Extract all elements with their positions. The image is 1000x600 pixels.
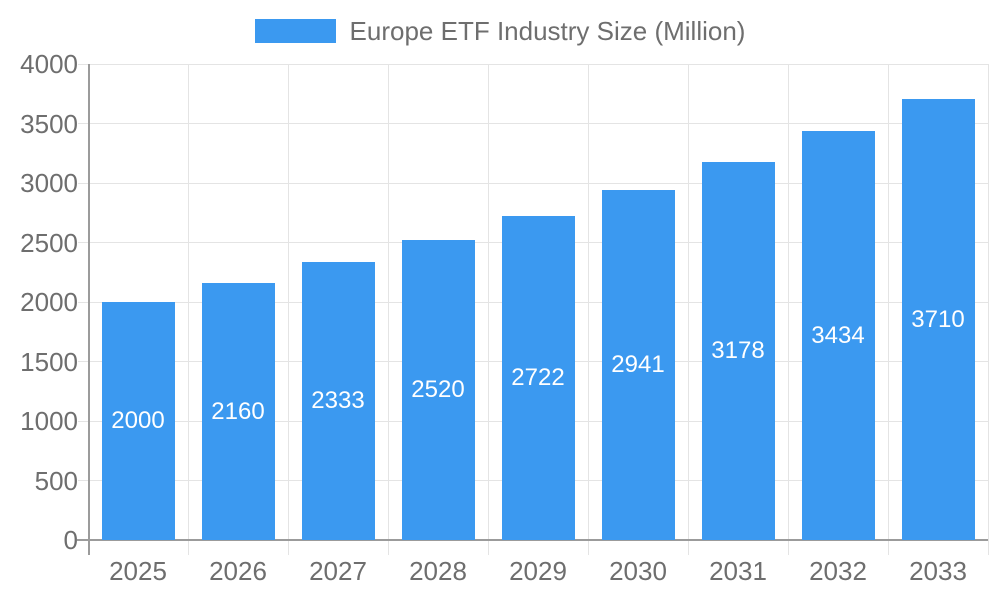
v-gridline bbox=[587, 64, 589, 540]
y-axis-tick bbox=[78, 361, 88, 362]
x-axis-tick bbox=[187, 540, 189, 555]
x-axis-label: 2030 bbox=[609, 556, 667, 586]
y-axis-tick bbox=[78, 420, 88, 422]
y-axis-label: 1500 bbox=[20, 346, 78, 377]
x-axis-tick bbox=[487, 540, 489, 555]
v-gridline bbox=[287, 64, 289, 540]
bar[interactable]: 2160 bbox=[201, 283, 275, 540]
bar-value-label: 3178 bbox=[711, 337, 765, 364]
y-axis-label: 3000 bbox=[20, 168, 78, 198]
y-axis-tick bbox=[78, 63, 88, 65]
y-axis-label: 3500 bbox=[20, 108, 78, 139]
v-gridline bbox=[187, 64, 189, 540]
x-axis-baseline bbox=[77, 539, 988, 541]
h-gridline bbox=[88, 63, 988, 65]
x-axis-tick bbox=[987, 540, 989, 555]
y-axis-tick bbox=[78, 242, 88, 243]
bar[interactable]: 2520 bbox=[401, 240, 475, 540]
h-gridline bbox=[88, 182, 988, 184]
v-gridline bbox=[887, 64, 889, 540]
y-axis-tick bbox=[78, 480, 88, 481]
v-gridline bbox=[687, 64, 689, 540]
y-axis-label: 2500 bbox=[20, 227, 78, 258]
bar[interactable]: 2722 bbox=[501, 216, 575, 540]
v-gridline bbox=[487, 64, 489, 540]
h-gridline bbox=[88, 123, 988, 124]
x-axis-tick bbox=[887, 540, 889, 555]
x-axis-label: 2026 bbox=[209, 556, 267, 586]
y-axis-tick bbox=[78, 123, 88, 124]
x-axis-label: 2033 bbox=[909, 556, 967, 586]
bar[interactable]: 2333 bbox=[301, 262, 375, 540]
x-axis-label: 2029 bbox=[509, 556, 567, 586]
x-axis-label: 2028 bbox=[409, 556, 467, 586]
bar-value-label: 2160 bbox=[211, 397, 265, 425]
y-axis-tick bbox=[78, 182, 88, 184]
bar-value-label: 2520 bbox=[411, 376, 465, 403]
y-axis-label: 0 bbox=[63, 525, 78, 555]
y-axis-line bbox=[88, 64, 90, 555]
y-axis-label: 1000 bbox=[20, 406, 78, 436]
bar-value-label: 2333 bbox=[311, 387, 365, 414]
legend-swatch bbox=[254, 19, 336, 43]
y-axis-label: 500 bbox=[34, 465, 78, 496]
bar-value-label: 2000 bbox=[111, 407, 165, 434]
bar-value-label: 2722 bbox=[511, 364, 565, 391]
x-axis-tick bbox=[787, 540, 789, 555]
v-gridline bbox=[387, 64, 389, 540]
legend-label: Europe ETF Industry Size (Million) bbox=[349, 15, 746, 46]
x-axis-tick bbox=[687, 540, 689, 555]
chart-legend[interactable]: Europe ETF Industry Size (Million) bbox=[0, 15, 1000, 46]
x-axis-label: 2027 bbox=[309, 556, 367, 586]
y-axis-tick bbox=[78, 301, 88, 303]
plot-area: 2000 2160 2333 2520 2722 2941 3178 3434 3710 bbox=[77, 63, 989, 555]
bar[interactable]: 3178 bbox=[701, 162, 775, 540]
bar[interactable]: 2941 bbox=[601, 190, 675, 540]
y-axis-label: 4000 bbox=[20, 49, 78, 79]
y-axis-label: 2000 bbox=[20, 287, 78, 317]
x-axis-label: 2031 bbox=[709, 556, 767, 586]
bar[interactable]: 3434 bbox=[801, 131, 875, 540]
x-axis-tick bbox=[287, 540, 289, 555]
bar-value-label: 3710 bbox=[911, 305, 965, 333]
x-axis-tick bbox=[587, 540, 589, 555]
bar-value-label: 2941 bbox=[611, 351, 665, 378]
x-axis-tick bbox=[387, 540, 389, 555]
x-axis-label: 2032 bbox=[809, 556, 867, 586]
bar-value-label: 3434 bbox=[811, 321, 865, 349]
bar[interactable]: 2000 bbox=[101, 302, 175, 540]
x-axis-label: 2025 bbox=[109, 556, 167, 586]
v-gridline bbox=[987, 64, 989, 540]
bar[interactable]: 3710 bbox=[901, 99, 975, 540]
v-gridline bbox=[787, 64, 789, 540]
